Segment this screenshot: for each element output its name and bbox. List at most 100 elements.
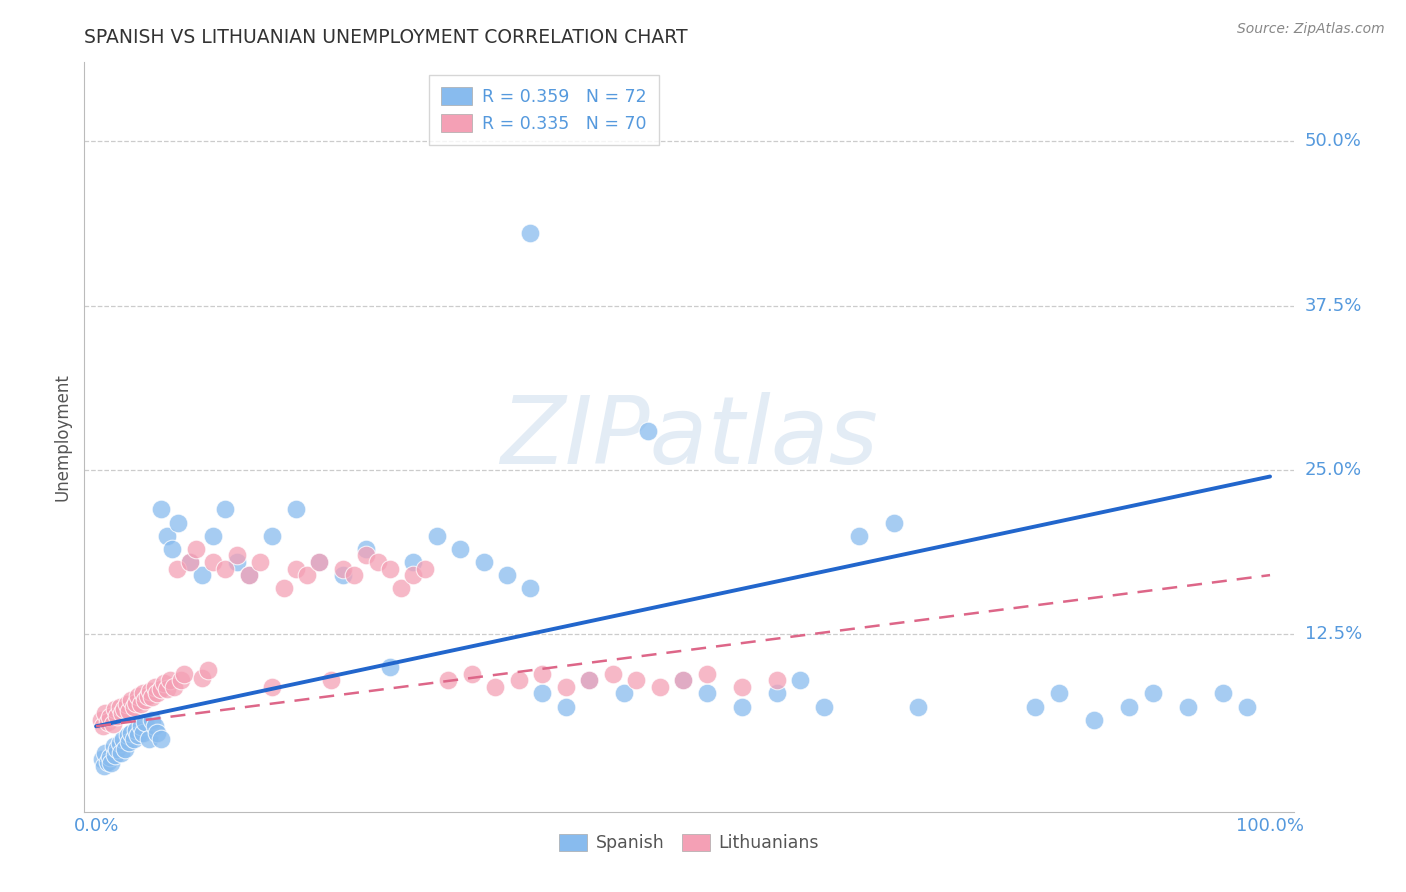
Point (1236, 699, 1258, 714)
Point (214, 561, 236, 575)
Point (297, 568, 319, 582)
Point (146, 686, 169, 700)
Point (134, 693, 156, 707)
Point (143, 680, 166, 694)
Point (1142, 686, 1164, 700)
Text: 12.5%: 12.5% (1305, 625, 1362, 643)
Point (519, 581, 541, 595)
Point (672, 673, 695, 688)
Point (173, 666, 195, 681)
Point (110, 746, 132, 760)
Text: SPANISH VS LITHUANIAN UNEMPLOYMENT CORRELATION CHART: SPANISH VS LITHUANIAN UNEMPLOYMENT CORRE… (84, 28, 688, 47)
Point (1212, 686, 1234, 700)
Point (214, 502, 236, 516)
Point (367, 555, 389, 569)
Text: Source: ZipAtlas.com: Source: ZipAtlas.com (1237, 22, 1385, 37)
Point (284, 561, 307, 575)
Point (100, 756, 122, 770)
Point (162, 541, 184, 556)
Point (120, 693, 142, 707)
Point (484, 680, 506, 694)
Text: 50.0%: 50.0% (1305, 132, 1361, 151)
Point (531, 686, 554, 700)
Point (127, 729, 149, 743)
Point (907, 699, 929, 714)
Point (273, 581, 295, 595)
Point (1047, 686, 1070, 700)
Point (413, 561, 436, 575)
Point (134, 715, 156, 730)
Point (332, 568, 354, 582)
Point (132, 686, 155, 700)
Point (461, 666, 484, 681)
Point (155, 529, 177, 543)
Point (120, 726, 142, 740)
Point (129, 697, 152, 711)
Point (508, 673, 530, 688)
Point (238, 568, 260, 582)
Point (472, 555, 495, 569)
Legend: Spanish, Lithuanians: Spanish, Lithuanians (553, 827, 825, 859)
Point (103, 739, 125, 753)
Point (98, 749, 121, 764)
Point (122, 699, 145, 714)
Point (672, 673, 695, 688)
Point (90, 713, 112, 727)
Point (132, 726, 155, 740)
Point (848, 529, 870, 543)
Text: 37.5%: 37.5% (1305, 297, 1362, 315)
Point (91, 719, 114, 733)
Point (118, 704, 141, 718)
Point (554, 680, 576, 694)
Point (169, 673, 191, 688)
Point (97, 755, 120, 769)
Point (141, 690, 163, 705)
Point (378, 561, 401, 575)
Point (402, 555, 425, 569)
Point (262, 529, 284, 543)
Point (648, 680, 671, 694)
Point (159, 673, 181, 688)
Point (354, 549, 377, 563)
Point (402, 568, 425, 582)
Point (343, 568, 366, 582)
Point (696, 666, 718, 681)
Point (238, 568, 260, 582)
Point (249, 555, 271, 569)
Point (97, 715, 120, 730)
Point (1024, 699, 1046, 714)
Point (202, 529, 225, 543)
Point (149, 732, 172, 747)
Point (184, 541, 207, 556)
Point (519, 227, 541, 241)
Point (115, 697, 138, 711)
Point (94, 706, 117, 720)
Point (141, 713, 163, 727)
Point (114, 741, 136, 756)
Point (155, 682, 177, 697)
Point (149, 682, 172, 697)
Point (766, 686, 789, 700)
Point (143, 719, 166, 733)
Point (202, 555, 225, 569)
Point (111, 706, 134, 720)
Point (449, 541, 471, 556)
Point (190, 568, 212, 582)
Point (262, 680, 284, 694)
Y-axis label: Unemployment: Unemployment (53, 373, 72, 501)
Point (112, 732, 135, 747)
Point (94, 746, 117, 760)
Point (104, 748, 127, 763)
Point (179, 555, 201, 569)
Text: ZIPatlas: ZIPatlas (501, 392, 877, 483)
Point (125, 723, 148, 738)
Point (319, 673, 342, 688)
Point (162, 680, 184, 694)
Point (308, 555, 330, 569)
Point (696, 686, 718, 700)
Point (226, 549, 249, 563)
Point (118, 735, 141, 749)
Point (731, 680, 754, 694)
Point (578, 673, 600, 688)
Point (93, 758, 115, 772)
